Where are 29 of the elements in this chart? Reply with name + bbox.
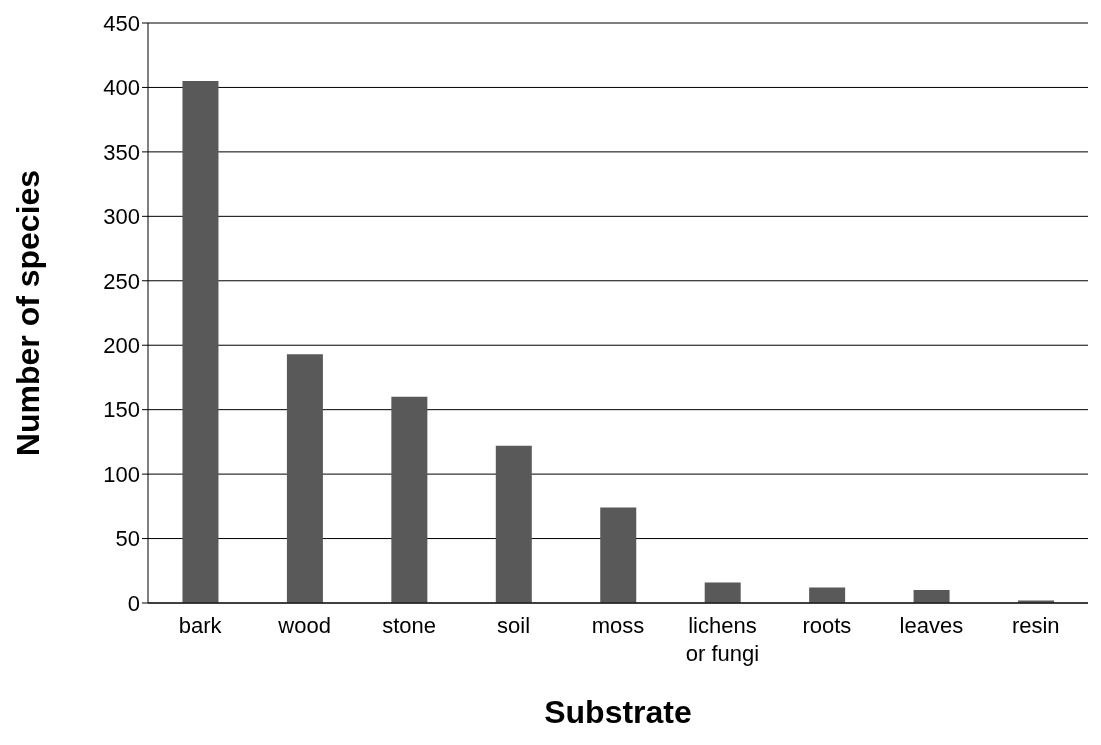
y-tick-label: 250: [103, 268, 140, 294]
x-tick-label: lichens or fungi: [685, 613, 760, 666]
y-tick-label: 200: [103, 333, 140, 359]
bar: [495, 445, 532, 603]
x-tick-label: wood: [277, 613, 331, 638]
y-tick-label: 400: [103, 75, 140, 101]
x-tick-label: bark: [178, 613, 223, 638]
bar: [809, 587, 846, 603]
bar: [182, 81, 219, 603]
x-tick-label: stone: [382, 613, 437, 638]
bar: [913, 590, 950, 603]
x-tick-label: leaves: [899, 613, 964, 638]
bar: [600, 507, 637, 603]
bar: [704, 582, 741, 603]
bar: [391, 396, 428, 603]
x-tick-label: soil: [497, 613, 531, 638]
x-axis-title: Substrate: [544, 694, 692, 730]
y-tick-label: 50: [115, 526, 140, 552]
y-tick-label: 300: [103, 204, 140, 230]
y-tick-label: 350: [103, 139, 140, 165]
y-axis-title: Number of species: [10, 169, 47, 457]
bar: [286, 354, 323, 603]
y-tick-label: 100: [103, 461, 140, 487]
y-tick-label: 0: [127, 590, 140, 616]
x-tick-label: resin: [1011, 613, 1060, 638]
x-tick-label: moss: [591, 613, 645, 638]
y-tick-label: 150: [103, 397, 140, 423]
y-tick-label: 450: [103, 10, 140, 36]
x-tick-label: roots: [802, 613, 852, 638]
